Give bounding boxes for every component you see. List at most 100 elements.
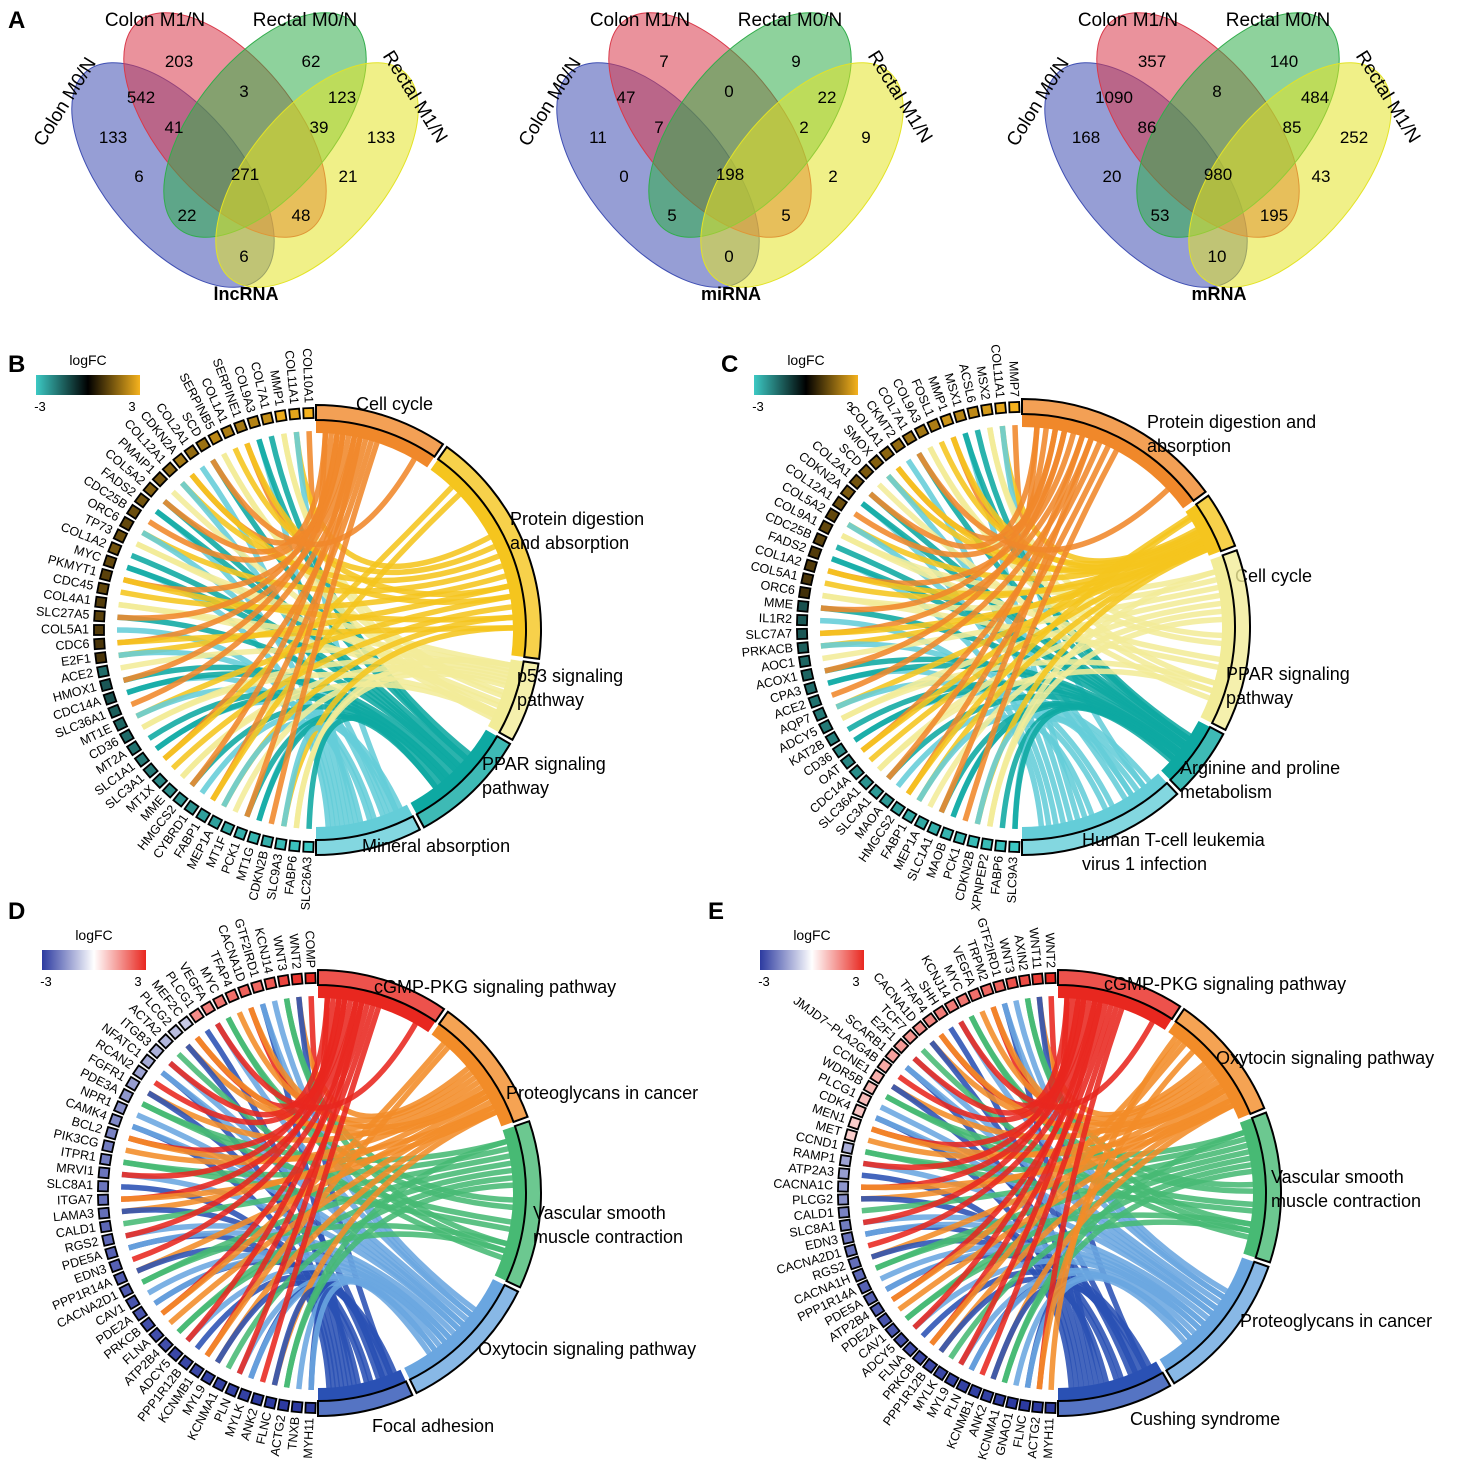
chord-gene-label: PLCG2 xyxy=(792,1192,833,1207)
venn-count: 133 xyxy=(99,128,127,147)
chord-gene-square xyxy=(177,1354,195,1371)
chord-gene-square xyxy=(188,1362,205,1379)
chord-gene-square xyxy=(139,1316,157,1333)
venn-count: 271 xyxy=(231,165,259,184)
chord-gene-square xyxy=(913,423,930,440)
chord-ribbon xyxy=(189,434,358,788)
chord-gene-square xyxy=(246,414,262,430)
chord-gene-square xyxy=(112,1270,129,1286)
legend-colorbar xyxy=(42,950,146,970)
chord-term-arc xyxy=(436,445,542,661)
chord-gene-square xyxy=(817,519,834,536)
chord-gene-label: CALD1 xyxy=(55,1221,97,1241)
chord-gene-square xyxy=(837,1180,850,1193)
chord-term-label: Cushing syndrome xyxy=(1130,1409,1280,1429)
chord-ribbon xyxy=(912,999,1098,1330)
chord-gene-square xyxy=(901,808,918,825)
chord-gene-square xyxy=(98,677,114,693)
chord-ribbon xyxy=(179,681,497,779)
venn-count: 140 xyxy=(1270,52,1298,71)
chord-gene-label: SLC27A5 xyxy=(36,604,90,621)
chord-ribbon xyxy=(979,1010,1212,1122)
chord-ribbon xyxy=(117,625,516,646)
chord-gene-square xyxy=(290,1400,304,1414)
chord-ribbon xyxy=(162,431,329,555)
chord-gene-square xyxy=(955,1378,972,1394)
chord-gene-square xyxy=(94,651,108,665)
chord-gene-square xyxy=(1044,972,1057,985)
chord-gene-square xyxy=(840,1141,855,1156)
chord-ribbon xyxy=(862,1160,1215,1317)
chord-gene-square xyxy=(237,1387,253,1403)
chord-gene-square xyxy=(233,418,249,435)
chord-gene-label: CACNA1C xyxy=(773,1177,833,1193)
panel-label-d: D xyxy=(8,898,25,925)
chord-term-label: Mineral absorption xyxy=(362,836,510,856)
chord-ribbon xyxy=(122,576,515,623)
chord-ribbon xyxy=(938,436,1095,814)
chord-gene-square xyxy=(200,1369,217,1386)
chord-gene-square xyxy=(878,792,896,809)
chord-ribbon xyxy=(870,1087,1228,1260)
chord-ribbon xyxy=(820,537,1206,649)
chord-gene-label: CALD1 xyxy=(793,1206,834,1224)
chord-gene-square xyxy=(172,791,189,808)
chord-gene-square xyxy=(124,1294,141,1311)
chord-term-band xyxy=(1239,1117,1266,1258)
chord-term-label: Vascular smooth xyxy=(1271,1167,1404,1187)
venn-count: 357 xyxy=(1138,52,1166,71)
venn-count: 53 xyxy=(1151,206,1170,225)
chord-gene-square xyxy=(911,1349,929,1367)
chord-gene-square xyxy=(1008,840,1021,853)
chord-ribbon xyxy=(210,456,418,547)
chord-term-arc xyxy=(505,1119,542,1289)
chord-gene-square xyxy=(892,1331,910,1349)
chord-term-arc xyxy=(1168,725,1225,793)
chord-gene-square xyxy=(97,1166,111,1180)
venn-set-4 xyxy=(215,62,419,288)
chord-gene-square xyxy=(797,654,812,669)
legend-min: -3 xyxy=(40,974,52,989)
chord-gene-square xyxy=(979,982,995,998)
chord-gene-square xyxy=(817,718,834,735)
venn-count: 6 xyxy=(134,167,143,186)
chord-gene-label: ITPR1 xyxy=(60,1145,97,1164)
venn-count: 980 xyxy=(1204,165,1232,184)
chord-gene-square xyxy=(142,481,159,498)
legend-colorbar xyxy=(754,375,858,395)
venn-count: 62 xyxy=(302,52,321,71)
chord-gene-label: ACTG2 xyxy=(1025,1416,1043,1459)
chord-term-arc xyxy=(1057,968,1182,1021)
chord-gene-label: ORC6 xyxy=(760,578,797,597)
chord-gene-square xyxy=(839,484,857,501)
venn-count: 168 xyxy=(1072,128,1100,147)
chord-gene-square xyxy=(274,837,288,851)
chord-term-label: muscle contraction xyxy=(533,1227,683,1247)
chord-ribbon xyxy=(824,429,1068,674)
chord-gene-square xyxy=(943,1371,960,1388)
venn-count: 252 xyxy=(1340,128,1368,147)
chord-gene-square xyxy=(276,973,291,988)
venn-count: 0 xyxy=(619,167,628,186)
chord-gene-square xyxy=(157,1336,175,1354)
chord-gene-label: AOC1 xyxy=(760,655,796,674)
chord-gene-label: FABP6 xyxy=(282,855,300,895)
chord-gene-square xyxy=(992,978,1007,994)
chord-gene-square xyxy=(889,800,907,817)
chord-gene-square xyxy=(824,730,841,747)
chord-ribbon xyxy=(170,603,514,771)
chord-term-band xyxy=(494,1126,527,1281)
chord-gene-label: SLC8A1 xyxy=(46,1177,93,1192)
chord-gene-square xyxy=(139,1053,157,1070)
chord-term-band xyxy=(318,1369,406,1401)
chord-gene-square xyxy=(878,445,896,462)
chord-ribbon xyxy=(259,1004,382,1383)
chord-ribbon xyxy=(268,439,381,825)
chord-gene-square xyxy=(884,1321,901,1339)
chord-gene-square xyxy=(994,401,1008,415)
chord-ribbon xyxy=(306,715,439,829)
chord-gene-square xyxy=(838,1154,853,1168)
chord-gene-square xyxy=(125,740,143,757)
chord-term-arc xyxy=(497,660,540,742)
